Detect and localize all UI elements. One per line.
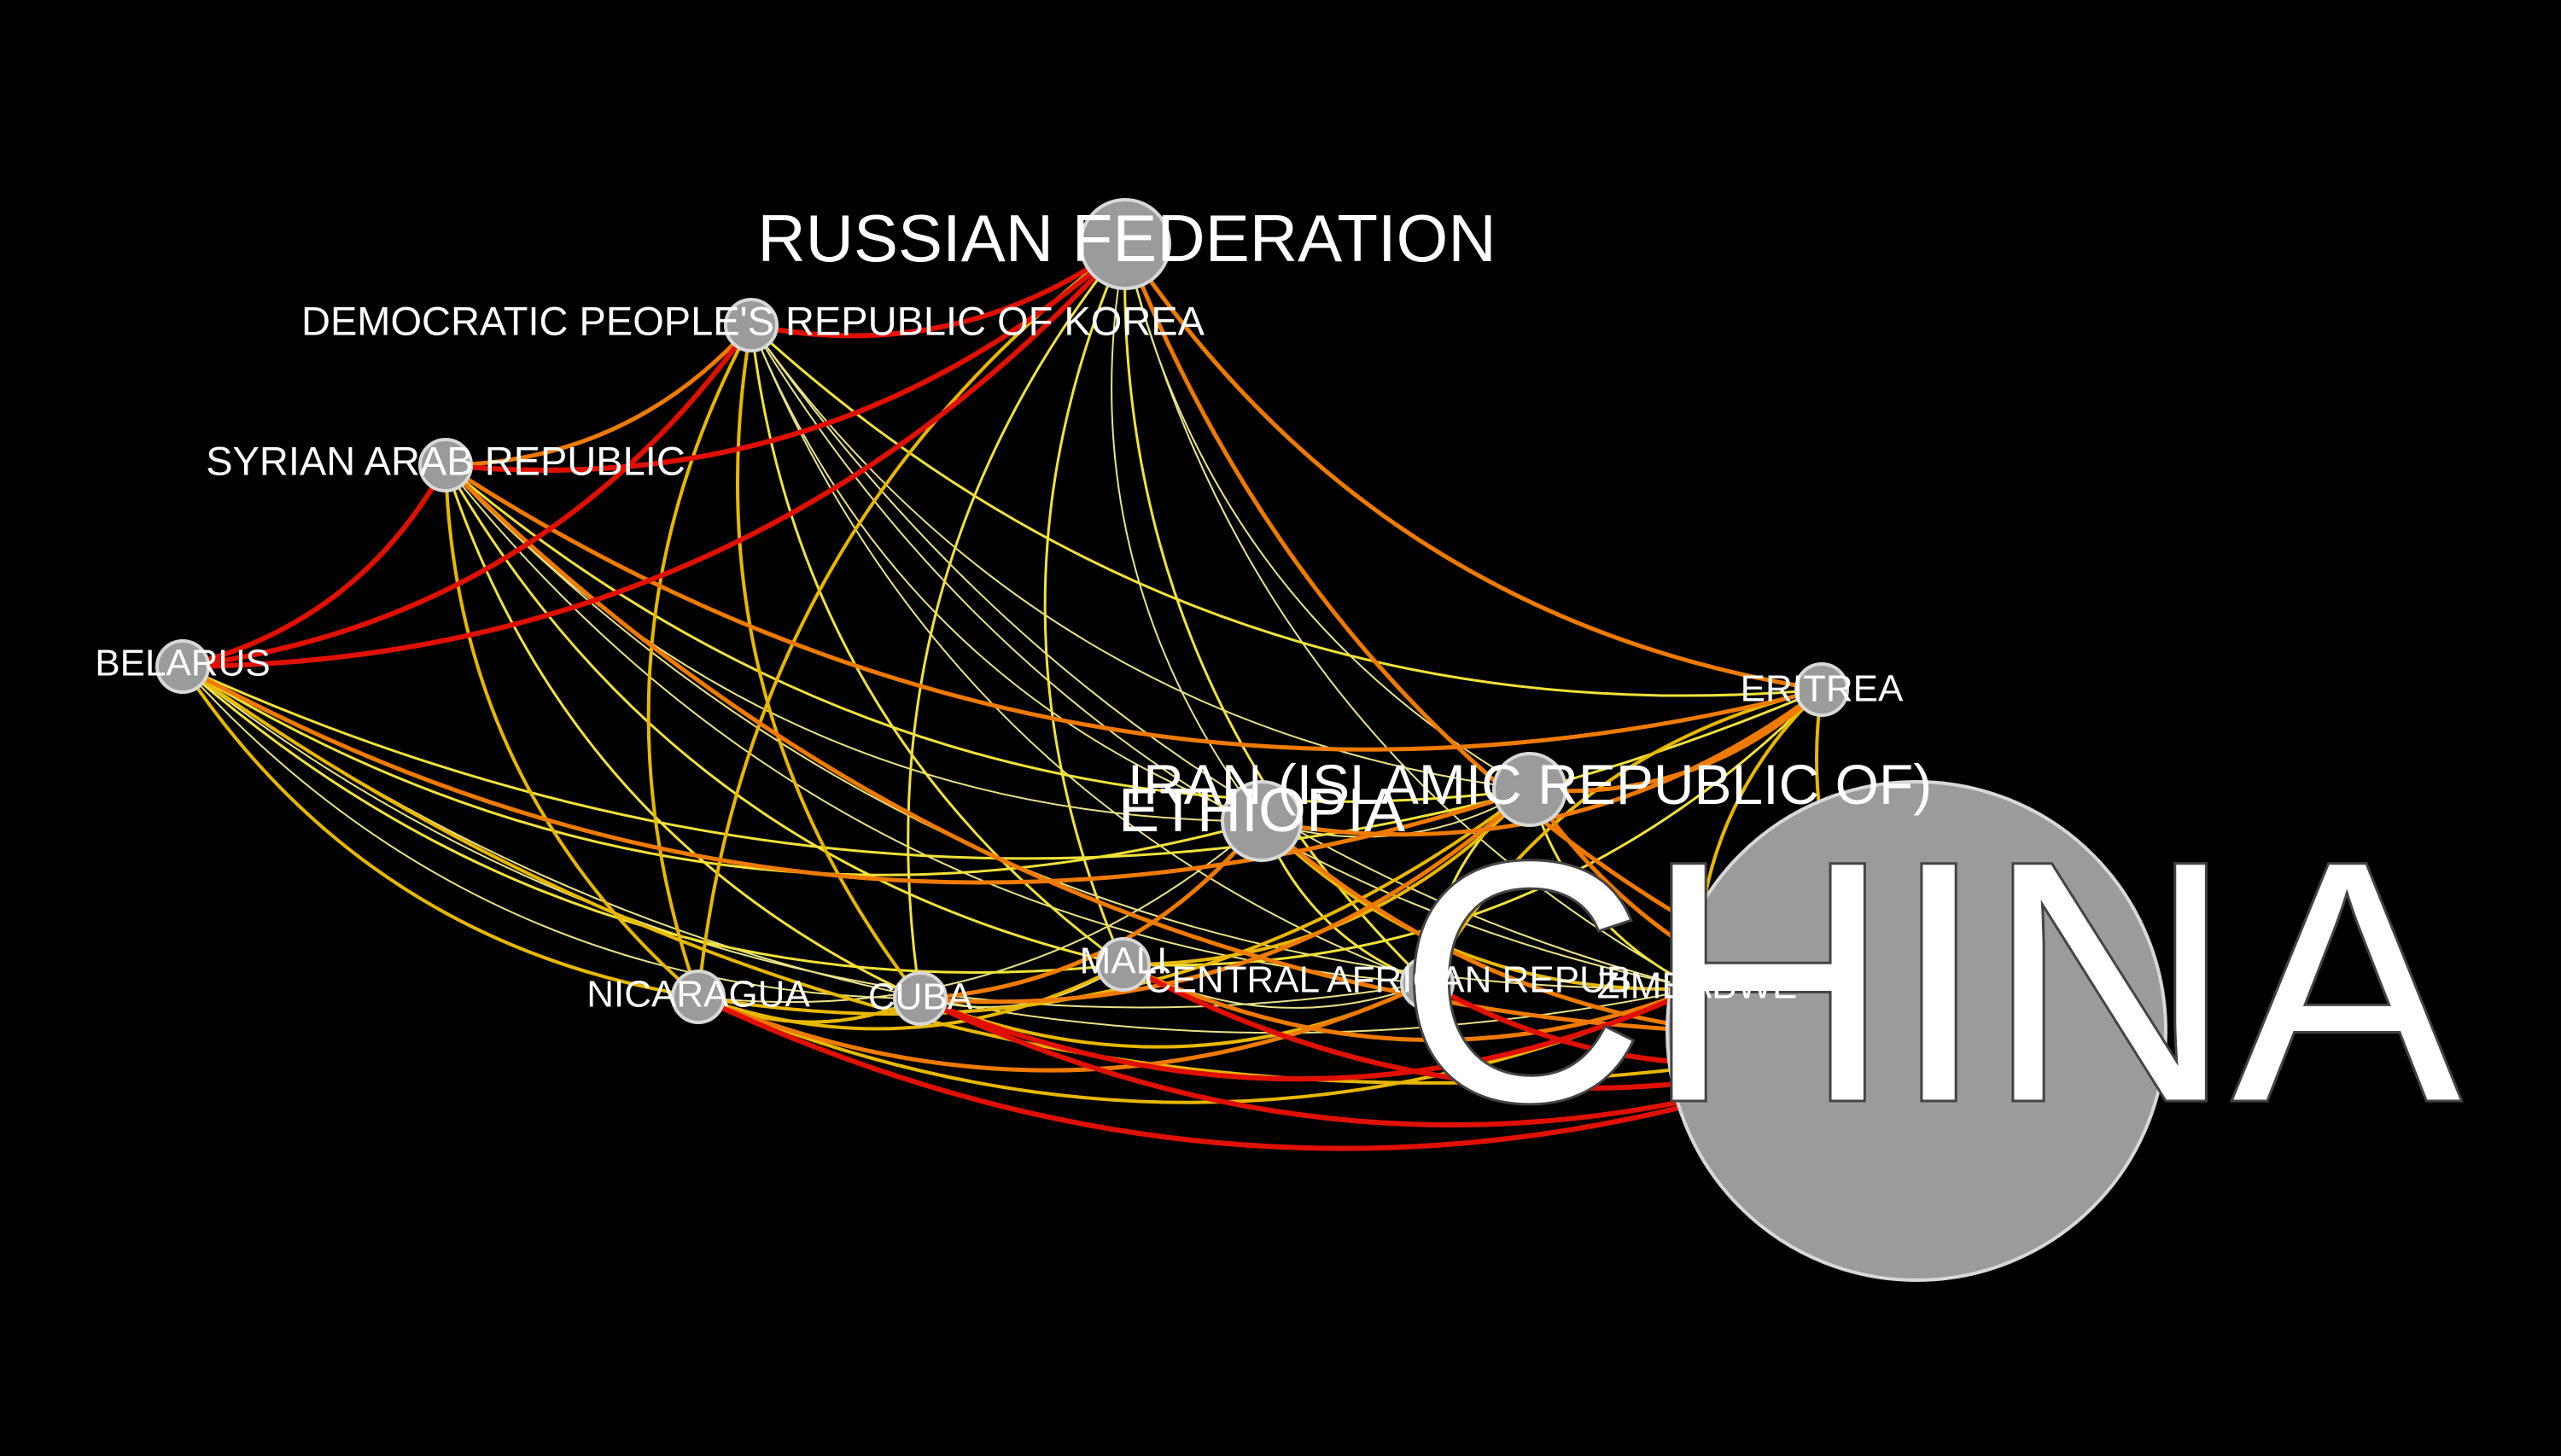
node-label-iran: IRAN (ISLAMIC REPUBLIC OF)	[1128, 753, 1932, 816]
node-label-mali: MALI	[1080, 941, 1168, 982]
edge-dprk-iran	[750, 324, 1531, 790]
edge-cuba-zimbabwe	[918, 986, 1700, 1082]
node-label-ethiopia: ETHIOPIA	[1118, 777, 1405, 845]
node-label-eritrea: ERITREA	[1741, 668, 1904, 710]
node-syria	[418, 438, 473, 492]
edge-dprk-nicaragua	[646, 323, 753, 999]
node-label-dprk: DEMOCRATIC PEOPLE'S REPUBLIC OF KOREA	[301, 299, 1205, 344]
node-china	[1666, 780, 2167, 1282]
edge-belarus-iran	[180, 664, 1532, 885]
node-layer	[155, 198, 2167, 1282]
edge-dprk-mali	[750, 323, 1125, 966]
edge-dprk-ethiopia	[750, 324, 1263, 822]
edge-ethiopia-eritrea	[1259, 687, 1824, 837]
node-cuba	[893, 971, 948, 1026]
edge-mali-zimbabwe	[1121, 962, 1700, 1043]
node-label-syria: SYRIAN ARAB REPUBLIC	[206, 439, 685, 484]
edge-russia-cuba	[907, 242, 1127, 1000]
node-nicaragua	[671, 970, 726, 1024]
node-dprk	[724, 298, 779, 352]
node-belarus	[155, 639, 210, 694]
edge-eritrea-car	[1426, 688, 1823, 985]
edge-russia-car	[1123, 242, 1429, 985]
edge-russia-zimbabwe	[1124, 243, 1698, 989]
edge-syria-iran	[444, 463, 1531, 803]
edge-layer	[180, 242, 1919, 1151]
node-label-nicaragua: NICARAGUA	[586, 974, 810, 1016]
edge-belarus-nicaragua	[181, 665, 700, 999]
node-eritrea	[1794, 662, 1849, 717]
edge-cuba-mali	[919, 964, 1124, 1008]
node-label-car: CENTRAL AFRICAN REPUB	[1145, 959, 1631, 1001]
node-label-cuba: CUBA	[868, 976, 973, 1018]
edge-nicaragua-ethiopia	[697, 820, 1263, 1004]
edge-nicaragua-car	[696, 981, 1430, 1073]
node-car	[1400, 956, 1455, 1010]
node-iran	[1492, 752, 1567, 827]
edge-dprk-cuba	[736, 323, 922, 1000]
node-label-russia: RUSSIAN FEDERATION	[757, 201, 1496, 276]
edge-belarus-cuba	[182, 666, 921, 999]
node-label-china: CHINA	[1398, 791, 2462, 1173]
edge-belarus-russia	[180, 242, 1128, 669]
node-ethiopia	[1221, 780, 1303, 862]
node-label-zimbabwe: ZIMBABWE	[1597, 965, 1798, 1007]
edge-dprk-russia	[749, 242, 1128, 339]
edge-belarus-dprk	[180, 323, 754, 669]
node-label-belarus: BELARUS	[95, 643, 270, 684]
edge-syria-eritrea	[443, 463, 1824, 752]
edge-ethiopia-zimbabwe	[1260, 819, 1699, 991]
edge-russia-eritrea	[1123, 242, 1824, 692]
edge-syria-china	[443, 463, 1919, 1036]
edge-russia-ethiopia	[1111, 243, 1263, 822]
node-russia	[1079, 198, 1171, 290]
edge-russia-nicaragua	[697, 242, 1127, 999]
label-layer: CHINA RUSSIAN FEDERATION DEMOCRATIC PEOPLE…	[95, 201, 2465, 1175]
edge-cuba-iran	[918, 787, 1532, 1005]
edge-syria-russia	[443, 242, 1128, 473]
edge-syria-dprk	[443, 323, 754, 468]
edge-nicaragua-mali	[697, 963, 1125, 1031]
node-mali	[1096, 937, 1151, 992]
edge-dprk-eritrea	[750, 323, 1823, 697]
edge-belarus-syria	[180, 463, 448, 669]
edge-syria-mali	[444, 463, 1125, 966]
edge-dprk-car	[750, 324, 1428, 984]
edge-russia-mali	[1043, 242, 1127, 966]
edge-syria-nicaragua	[444, 463, 700, 999]
edge-iran-eritrea	[1527, 687, 1824, 794]
